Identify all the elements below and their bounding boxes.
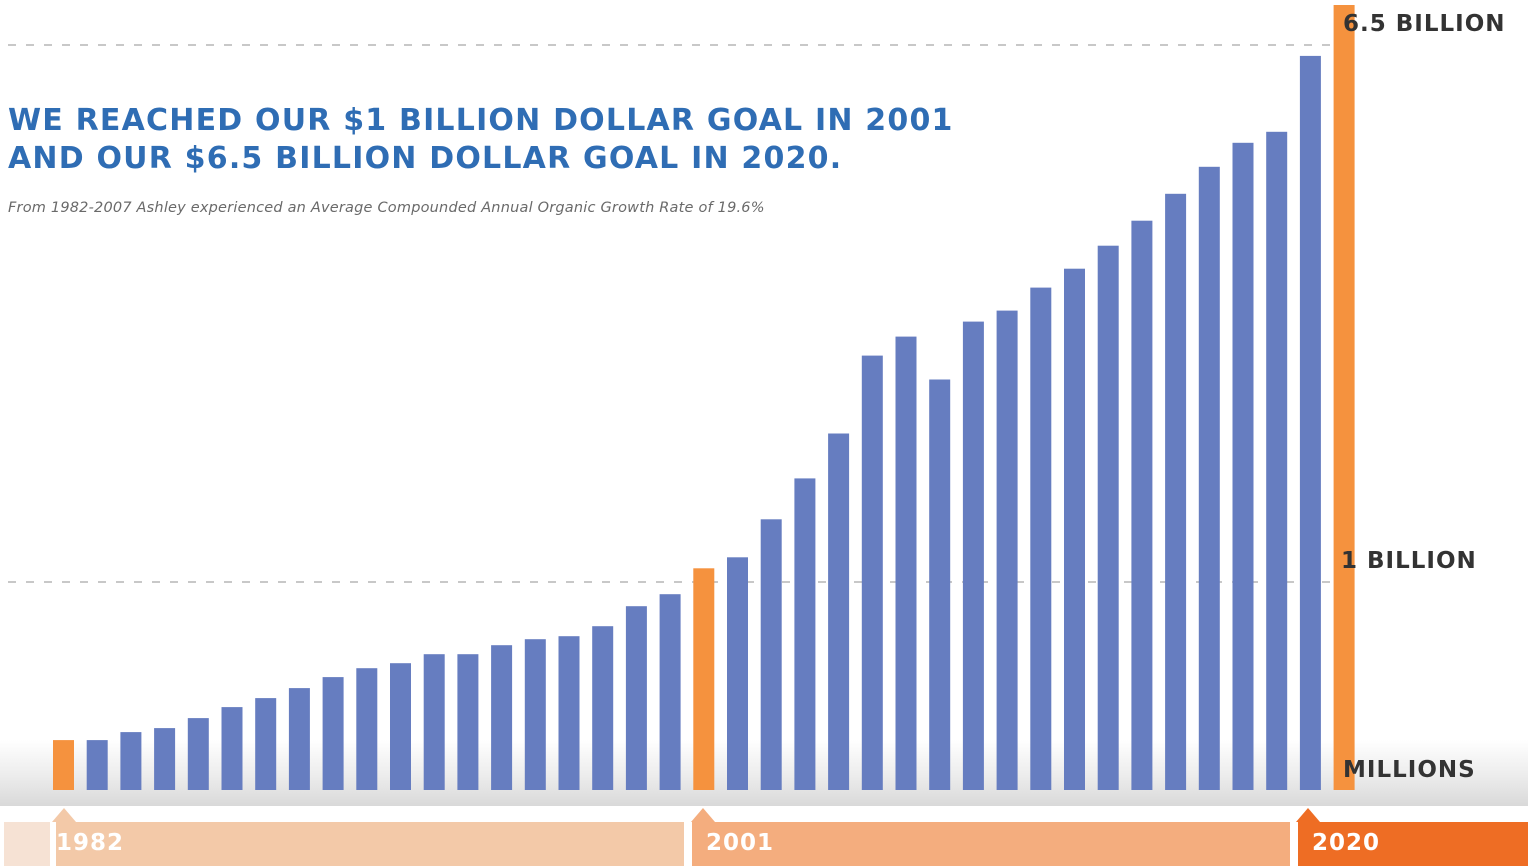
y-label-top: 6.5 BILLION: [1343, 11, 1506, 37]
bar: [154, 728, 176, 790]
bar: [1198, 166, 1220, 791]
bar: [760, 519, 782, 790]
bar: [356, 668, 378, 790]
y-label-middle: 1 BILLION: [1341, 548, 1477, 574]
timeline-label-2001: 2001: [706, 830, 775, 856]
timeline-segment-start: [4, 822, 50, 866]
timeline-segment-2020: 2020: [1298, 822, 1528, 866]
bar-highlight: [53, 740, 74, 790]
bar: [895, 336, 917, 790]
bar: [625, 606, 647, 790]
bar: [996, 310, 1018, 790]
bar: [1266, 131, 1288, 791]
bar-series: [53, 5, 1355, 791]
bar: [1232, 142, 1254, 791]
bar: [727, 557, 748, 790]
timeline-pointer-2020: [1296, 808, 1320, 822]
timeline-pointer-1982: [52, 808, 76, 822]
timeline-label-2020: 2020: [1312, 830, 1381, 856]
timeline-pointer-2001: [691, 808, 715, 822]
bar: [1299, 55, 1321, 790]
bar: [1165, 193, 1187, 791]
bar: [1097, 245, 1119, 790]
timeline-segment-2001: 2001: [692, 822, 1290, 866]
y-label-bottom: MILLIONS: [1343, 757, 1476, 783]
bar: [1131, 220, 1153, 790]
bar: [558, 636, 580, 790]
bar: [794, 478, 816, 790]
bar: [861, 355, 883, 790]
bar: [1030, 287, 1052, 790]
bar: [524, 639, 546, 790]
bar: [187, 718, 209, 790]
bar-highlight: [693, 568, 715, 790]
bar: [120, 732, 142, 790]
chart-title: WE REACHED OUR $1 BILLION DOLLAR GOAL IN…: [8, 102, 954, 178]
bar: [457, 654, 479, 790]
bar: [1064, 268, 1085, 790]
bar: [86, 740, 108, 790]
timeline-label-1982: 1982: [56, 830, 125, 856]
timeline-segment-1982: 1982: [56, 822, 684, 866]
bar: [491, 645, 513, 790]
chart-title-line-2: AND OUR $6.5 BILLION DOLLAR GOAL IN 2020…: [8, 141, 843, 176]
bar: [929, 379, 951, 790]
bar: [390, 663, 411, 790]
bar: [221, 707, 243, 790]
chart-subtitle: From 1982-2007 Ashley experienced an Ave…: [8, 200, 765, 216]
chart-title-line-1: WE REACHED OUR $1 BILLION DOLLAR GOAL IN…: [8, 103, 954, 138]
bar: [423, 654, 445, 790]
bar: [255, 698, 277, 790]
bar: [322, 677, 344, 790]
bar: [288, 688, 310, 790]
bar-highlight: [1333, 5, 1355, 790]
bar: [828, 433, 850, 790]
bar: [659, 594, 681, 790]
bar: [962, 321, 984, 790]
bar: [592, 626, 614, 790]
